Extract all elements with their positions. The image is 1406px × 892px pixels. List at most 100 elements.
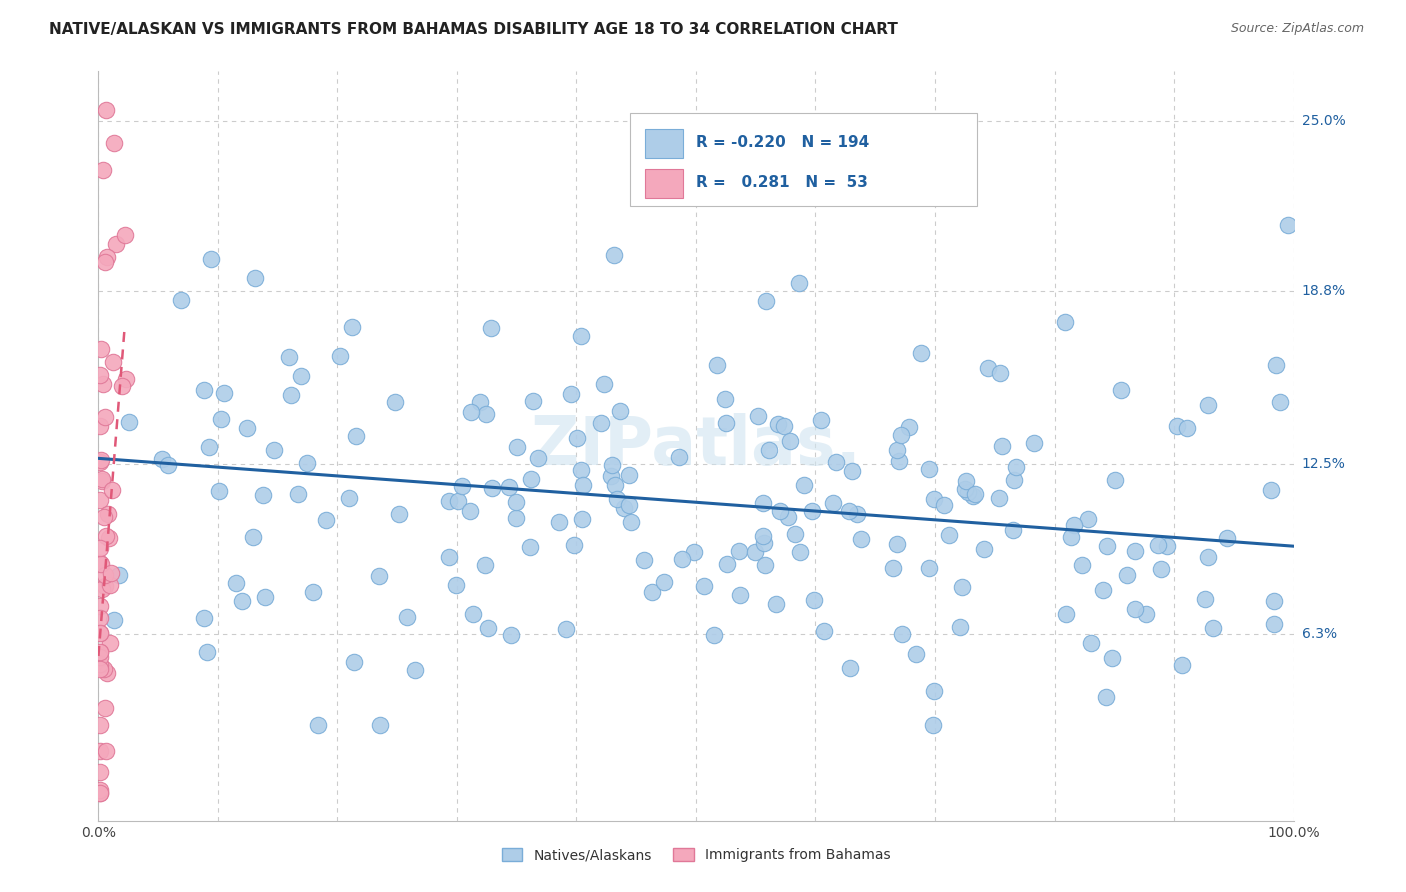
Point bbox=[887, 454, 910, 468]
Point bbox=[1095, 539, 1118, 553]
Point bbox=[1054, 607, 1077, 622]
Point bbox=[498, 480, 520, 494]
Point bbox=[886, 537, 908, 551]
Point bbox=[953, 482, 976, 496]
Point bbox=[89, 556, 111, 570]
Point bbox=[668, 450, 690, 464]
Point bbox=[236, 421, 259, 435]
Point bbox=[565, 431, 588, 445]
Point bbox=[108, 568, 131, 582]
Point bbox=[591, 416, 613, 430]
Point bbox=[344, 429, 367, 443]
Point bbox=[479, 321, 502, 335]
Point bbox=[384, 394, 406, 409]
Point bbox=[714, 416, 737, 430]
Point bbox=[619, 468, 641, 483]
Point bbox=[693, 579, 716, 593]
Point bbox=[97, 507, 120, 521]
Point bbox=[118, 415, 141, 429]
Point bbox=[600, 469, 623, 483]
Point bbox=[388, 507, 411, 521]
Point bbox=[977, 361, 1000, 376]
Text: 6.3%: 6.3% bbox=[1302, 627, 1337, 641]
Point bbox=[1194, 591, 1216, 606]
Point bbox=[242, 530, 264, 544]
Point bbox=[90, 474, 112, 488]
Point bbox=[716, 557, 738, 571]
Point bbox=[301, 585, 323, 599]
Point bbox=[404, 663, 426, 677]
Point bbox=[263, 442, 285, 457]
Point bbox=[1135, 607, 1157, 621]
Point bbox=[337, 491, 360, 506]
Point bbox=[103, 355, 125, 369]
Point bbox=[1104, 473, 1126, 487]
Point bbox=[1001, 523, 1024, 537]
Point bbox=[450, 479, 472, 493]
Point bbox=[93, 663, 115, 677]
Point bbox=[1101, 651, 1123, 665]
Point bbox=[728, 588, 751, 602]
Point bbox=[98, 635, 121, 649]
Text: R =   0.281   N =  53: R = 0.281 N = 53 bbox=[696, 176, 868, 190]
FancyBboxPatch shape bbox=[644, 129, 683, 158]
Point bbox=[747, 409, 769, 424]
Point bbox=[89, 368, 111, 383]
Point bbox=[841, 464, 863, 478]
Point bbox=[307, 717, 329, 731]
Point bbox=[948, 620, 970, 634]
Point bbox=[342, 320, 364, 334]
Point bbox=[1123, 602, 1146, 616]
Point bbox=[886, 443, 908, 458]
Point bbox=[315, 513, 337, 527]
Point bbox=[111, 379, 134, 393]
Point bbox=[592, 376, 614, 391]
Point bbox=[609, 404, 631, 418]
Point bbox=[1156, 540, 1178, 554]
Point bbox=[562, 538, 585, 552]
Point bbox=[849, 533, 872, 547]
Point bbox=[519, 541, 541, 555]
Point bbox=[170, 293, 193, 307]
Point bbox=[200, 252, 222, 267]
Point bbox=[560, 386, 582, 401]
Point bbox=[934, 499, 956, 513]
Point bbox=[779, 434, 801, 448]
Point bbox=[114, 227, 136, 242]
Point bbox=[810, 412, 832, 426]
Point bbox=[755, 293, 778, 308]
Point bbox=[93, 700, 115, 714]
Point bbox=[950, 580, 973, 594]
Point bbox=[193, 610, 215, 624]
Point bbox=[460, 405, 482, 419]
Point bbox=[813, 624, 835, 638]
Point bbox=[1166, 418, 1188, 433]
Point bbox=[1095, 690, 1118, 704]
Point bbox=[706, 358, 728, 372]
Point bbox=[90, 558, 112, 572]
Point bbox=[890, 428, 912, 442]
Point bbox=[891, 627, 914, 641]
Point bbox=[522, 393, 544, 408]
Point bbox=[1063, 517, 1085, 532]
Text: 18.8%: 18.8% bbox=[1302, 284, 1346, 298]
Point bbox=[547, 515, 569, 529]
Point bbox=[527, 450, 550, 465]
Point bbox=[103, 613, 125, 627]
Point bbox=[703, 628, 725, 642]
Point bbox=[93, 409, 115, 424]
Point bbox=[918, 561, 941, 575]
Point bbox=[89, 786, 111, 800]
Point bbox=[768, 504, 790, 518]
Point bbox=[481, 481, 503, 495]
Point bbox=[209, 412, 232, 426]
Point bbox=[728, 543, 751, 558]
Point bbox=[89, 626, 111, 640]
Point bbox=[280, 387, 302, 401]
Point bbox=[89, 786, 111, 800]
Point bbox=[783, 527, 806, 541]
Point bbox=[89, 493, 111, 508]
Point bbox=[243, 271, 266, 285]
Point bbox=[225, 575, 247, 590]
Point bbox=[956, 484, 979, 499]
